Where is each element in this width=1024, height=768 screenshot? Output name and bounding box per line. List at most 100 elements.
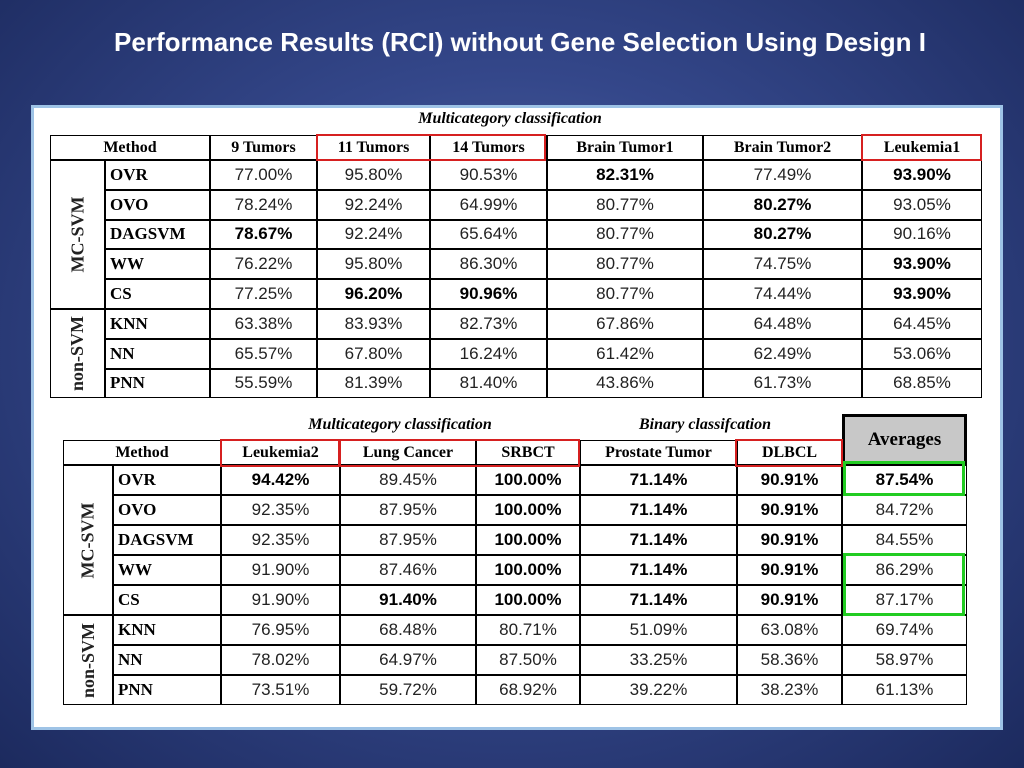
value-cell: 68.48% — [340, 615, 476, 645]
slide-title: Performance Results (RCI) without Gene S… — [114, 27, 926, 57]
value-cell: 61.73% — [703, 368, 862, 399]
value-cell: 93.90% — [862, 160, 982, 190]
value-cell: 90.91% — [737, 555, 842, 585]
method-cell: NN — [113, 645, 221, 675]
value-cell: 82.31% — [547, 160, 703, 190]
value-cell: 100.00% — [476, 495, 580, 525]
value-cell: 61.13% — [842, 675, 967, 705]
header-cell: Brain Tumor2 — [703, 135, 862, 160]
method-cell: OVR — [113, 465, 221, 495]
value-cell: 74.75% — [703, 249, 862, 280]
method-cell: DAGSVM — [105, 219, 210, 250]
value-cell: 100.00% — [476, 585, 580, 615]
value-cell: 84.55% — [842, 525, 967, 555]
value-cell: 38.23% — [737, 675, 842, 705]
header-cell: Method — [63, 440, 221, 465]
value-cell: 90.91% — [737, 495, 842, 525]
method-cell: KNN — [105, 309, 210, 339]
group-text: MC-SVM — [77, 502, 98, 578]
value-cell: 81.39% — [317, 368, 430, 399]
method-cell: CS — [113, 585, 221, 615]
value-cell: 83.93% — [317, 309, 430, 339]
value-cell: 77.49% — [703, 160, 862, 190]
value-cell: 93.90% — [862, 249, 982, 280]
value-cell: 77.25% — [210, 279, 317, 309]
highlight-box — [861, 134, 982, 161]
header-cell: Prostate Tumor — [580, 440, 737, 465]
value-cell: 71.14% — [580, 495, 737, 525]
value-cell: 59.72% — [340, 675, 476, 705]
value-cell: 63.38% — [210, 309, 317, 339]
value-cell: 87.46% — [340, 555, 476, 585]
highlight-box — [339, 439, 580, 467]
value-cell: 76.95% — [221, 615, 340, 645]
method-cell: PNN — [113, 675, 221, 705]
header-cell: Method — [50, 135, 210, 160]
value-cell: 94.42% — [221, 465, 340, 495]
value-cell: 80.77% — [547, 219, 703, 250]
value-cell: 100.00% — [476, 555, 580, 585]
value-cell: 58.36% — [737, 645, 842, 675]
value-cell: 64.97% — [340, 645, 476, 675]
value-cell: 100.00% — [476, 525, 580, 555]
averages-header: Averages — [842, 414, 967, 465]
value-cell: 90.96% — [430, 279, 547, 309]
value-cell: 53.06% — [862, 338, 982, 369]
value-cell: 91.40% — [340, 585, 476, 615]
highlight-box — [735, 439, 843, 467]
value-cell: 74.44% — [703, 279, 862, 309]
value-cell: 90.91% — [737, 465, 842, 495]
value-cell: 92.35% — [221, 525, 340, 555]
group-label: MC-SVM — [50, 160, 105, 309]
value-cell: 65.64% — [430, 219, 547, 250]
method-cell: OVO — [113, 495, 221, 525]
header-cell: Brain Tumor1 — [547, 135, 703, 160]
value-cell: 89.45% — [340, 465, 476, 495]
value-cell: 78.24% — [210, 189, 317, 220]
value-cell: 76.22% — [210, 249, 317, 280]
value-cell: 87.95% — [340, 495, 476, 525]
value-cell: 67.86% — [547, 309, 703, 339]
value-cell: 90.16% — [862, 219, 982, 250]
group-text: MC-SVM — [67, 196, 88, 273]
value-cell: 82.73% — [430, 309, 547, 339]
value-cell: 92.24% — [317, 189, 430, 220]
value-cell: 61.42% — [547, 338, 703, 369]
value-cell: 90.53% — [430, 160, 547, 190]
method-cell: WW — [105, 249, 210, 280]
value-cell: 87.50% — [476, 645, 580, 675]
value-cell: 67.80% — [317, 338, 430, 369]
value-cell: 68.92% — [476, 675, 580, 705]
table-caption: Binary classifcation — [638, 416, 771, 433]
value-cell: 80.77% — [547, 279, 703, 309]
value-cell: 92.24% — [317, 219, 430, 250]
method-cell: WW — [113, 555, 221, 585]
table-caption: Multicategory classification — [308, 416, 492, 433]
value-cell: 80.77% — [547, 249, 703, 280]
value-cell: 65.57% — [210, 338, 317, 369]
value-cell: 71.14% — [580, 555, 737, 585]
value-cell: 95.80% — [317, 249, 430, 280]
highlight-box — [843, 461, 965, 496]
highlight-box — [843, 553, 965, 616]
method-cell: DAGSVM — [113, 525, 221, 555]
value-cell: 90.91% — [737, 585, 842, 615]
method-cell: OVO — [105, 189, 210, 220]
group-label: MC-SVM — [63, 465, 113, 615]
group-label: non-SVM — [50, 309, 105, 399]
value-cell: 92.35% — [221, 495, 340, 525]
value-cell: 51.09% — [580, 615, 737, 645]
group-text: non-SVM — [67, 316, 88, 392]
value-cell: 33.25% — [580, 645, 737, 675]
value-cell: 80.71% — [476, 615, 580, 645]
value-cell: 86.30% — [430, 249, 547, 280]
highlight-box — [220, 439, 340, 467]
method-cell: KNN — [113, 615, 221, 645]
value-cell: 73.51% — [221, 675, 340, 705]
group-text: non-SVM — [77, 622, 98, 698]
value-cell: 64.99% — [430, 189, 547, 220]
value-cell: 55.59% — [210, 368, 317, 399]
value-cell: 91.90% — [221, 555, 340, 585]
value-cell: 81.40% — [430, 368, 547, 399]
